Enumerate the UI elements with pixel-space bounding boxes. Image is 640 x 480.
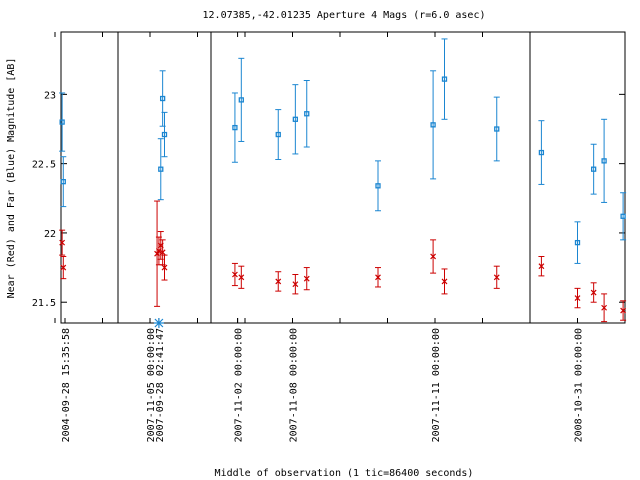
data-point-far — [591, 166, 597, 172]
data-point-far — [375, 183, 381, 189]
x-axis-label: Middle of observation (1 tic=86400 secon… — [215, 468, 474, 479]
data-point-near — [441, 278, 448, 285]
y-tick-label: 23 — [44, 90, 56, 101]
data-point-far — [59, 119, 65, 125]
data-point-near — [275, 278, 282, 285]
y-tick-label: 21.5 — [32, 298, 56, 309]
data-point-far — [161, 131, 168, 138]
y-tick-label: 22.5 — [32, 160, 56, 171]
chart-title: 12.07385,-42.01235 Aperture 4 Mags (r=6.… — [203, 10, 486, 21]
asterisk-marker — [153, 318, 164, 328]
x-tick-label: 2008-10-31 00:00:00 — [574, 328, 585, 442]
data-point-near — [159, 249, 166, 256]
data-point-near — [375, 274, 381, 281]
data-point-far — [430, 122, 436, 128]
data-point-far — [538, 149, 545, 156]
data-point-near — [60, 264, 67, 271]
y-axis-label: Near (Red) and Far (Blue) Magnitude [AB] — [6, 58, 17, 299]
data-point-far — [238, 97, 244, 103]
data-point-far — [601, 158, 607, 164]
data-point-far — [232, 124, 238, 131]
x-tick-label: 2007-11-08 00:00:00 — [289, 328, 300, 442]
data-point-near — [232, 271, 238, 278]
data-point-far — [275, 131, 281, 138]
data-point-near — [590, 289, 597, 296]
data-point-far — [494, 126, 500, 132]
data-point-near — [574, 295, 581, 301]
y-tick-label: 22 — [44, 229, 56, 240]
data-point-far — [574, 239, 581, 246]
data-point-near — [303, 275, 310, 282]
x-tick-label: 2007-11-02 00:00:00 — [234, 328, 245, 442]
data-point-near — [161, 264, 168, 271]
x-tick-label: 2007-09-28 02:41:47 — [155, 328, 166, 442]
data-point-near — [59, 239, 66, 246]
data-point-near — [238, 274, 245, 281]
data-point-near — [620, 307, 627, 314]
x-tick-label: 2004-09-28 15:35:58 — [61, 328, 72, 442]
x-tick-label: 2007-11-11 00:00:00 — [431, 328, 442, 442]
data-point-far — [620, 213, 626, 219]
data-point-near — [292, 281, 299, 288]
data-point-far — [441, 76, 448, 82]
x-tick-label: 2007-11-05 00:00:00 — [146, 328, 157, 442]
data-point-far — [292, 116, 299, 122]
data-point-far — [158, 166, 164, 172]
plot-area: 21.5 22 22.5 23 2004-09-28 15:35:58 2007-09-2… — [32, 31, 627, 442]
data-point-far — [60, 179, 66, 185]
data-point-near — [601, 304, 608, 311]
plot-frame — [60, 31, 626, 324]
data-point-far — [304, 111, 310, 117]
data-point-near — [493, 274, 500, 281]
data-point-far — [159, 95, 166, 102]
data-point-near — [538, 263, 545, 270]
data-point-near — [430, 253, 437, 260]
